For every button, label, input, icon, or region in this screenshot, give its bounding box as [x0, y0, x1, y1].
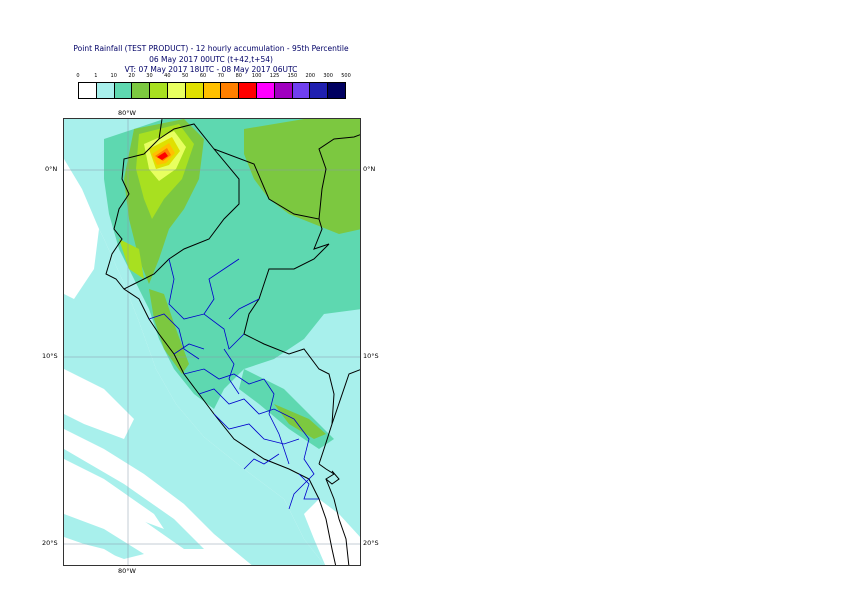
admin-border-11: [173, 343, 205, 355]
lat-label-right-0: 0°N: [363, 165, 376, 173]
rain-area-30mm-coast: [119, 239, 144, 279]
national-border-peru-brazil: [243, 243, 335, 465]
rain-area-20mm-andes-central: [149, 289, 189, 374]
legend-threshold-label: 0: [76, 73, 80, 79]
ocean-dry-zone-2: [64, 369, 134, 439]
legend-swatch: [150, 83, 168, 98]
admin-border-7: [263, 378, 290, 465]
admin-border-3: [183, 368, 265, 385]
ocean-dry-zone-3: [64, 459, 164, 529]
map-title-line-2: 06 May 2017 00UTC (t+42,t+54): [149, 55, 273, 64]
rain-area-20mm-andes-south: [274, 404, 326, 439]
national-border-ecuador-peru: [123, 123, 240, 290]
national-border-chile: [325, 478, 350, 565]
legend-threshold-label: 10: [110, 73, 117, 79]
legend-swatch: [328, 83, 345, 98]
legend-swatch: [167, 83, 186, 98]
legend-threshold-label: 70: [217, 73, 225, 79]
admin-border-13: [298, 473, 319, 500]
admin-boundaries: [148, 258, 319, 510]
national-border-brazil-bolivia: [331, 369, 360, 425]
legend-threshold-label: 40: [164, 73, 171, 79]
legend-swatch: [203, 83, 222, 98]
legend-threshold-label: 200: [305, 73, 316, 79]
legend-threshold-label: 80: [235, 73, 242, 79]
lat-label-left-20: 20°S: [42, 539, 58, 547]
admin-border-6: [223, 348, 240, 395]
legend-swatch: [221, 83, 240, 98]
legend-threshold-label: 125: [269, 73, 280, 79]
rain-area-1mm-offshore-streak-3: [64, 319, 89, 359]
legend-threshold-label: 20: [128, 73, 135, 79]
admin-border-9: [203, 258, 240, 315]
admin-border-8: [288, 418, 315, 510]
rainfall-map-svg: [64, 119, 360, 565]
rain-area-1mm-offshore-streak-2: [64, 514, 144, 559]
legend-swatch: [132, 83, 151, 98]
legend-swatch: [310, 83, 329, 98]
national-border-colombia-brazil: [318, 134, 360, 220]
color-legend: 0 1 10 20 30 40 50 60 70 80 100 125 150 200 300 500: [76, 73, 351, 103]
graticule: [64, 119, 360, 565]
legend-swatch: [292, 83, 311, 98]
legend-threshold-label: 30: [146, 73, 153, 79]
lat-label-left-10: 10°S: [42, 352, 58, 360]
legend-labels: 0 1 10 20 30 40 50 60 70 80 100 125 150 200 300 500: [76, 73, 350, 82]
rain-area-20mm-amazon: [244, 119, 360, 234]
admin-border-12: [243, 453, 280, 470]
legend-threshold-label: 100: [251, 73, 262, 79]
legend-threshold-label: 300: [323, 73, 333, 79]
legend-swatch: [114, 83, 133, 98]
map-title-line-1: Point Rainfall (TEST PRODUCT) - 12 hourl…: [73, 44, 349, 53]
rain-area-1mm-offshore-streak-1: [64, 449, 204, 549]
ocean-dry-zone-4: [64, 539, 131, 565]
legend-threshold-label: 50: [182, 73, 189, 79]
map-title-line-3: VT: 07 May 2017 18UTC - 08 May 2017 06UT…: [124, 65, 298, 74]
lat-label-right-20: 20°S: [363, 539, 379, 547]
lat-label-right-10: 10°S: [363, 352, 379, 360]
legend-swatch: [256, 83, 275, 98]
legend-threshold-label: 150: [287, 73, 298, 79]
admin-border-5: [213, 413, 300, 445]
lon-label-bottom: 80°W: [118, 567, 136, 575]
admin-border-10: [228, 298, 260, 320]
legend-swatch: [274, 83, 293, 98]
legend-threshold-label: 60: [199, 73, 207, 79]
admin-border-4: [198, 388, 295, 420]
legend-threshold-label: 1: [94, 73, 98, 79]
legend-threshold-label: 500: [341, 73, 351, 79]
legend-swatch: [239, 83, 257, 98]
national-border-colombia-peru: [213, 148, 330, 250]
admin-border-2: [148, 313, 200, 360]
legend-swatch: [79, 83, 97, 98]
legend-swatch: [96, 83, 115, 98]
ocean-dry-zone-1: [64, 159, 99, 299]
rain-area-80mm: [157, 152, 168, 160]
lon-label-top: 80°W: [118, 109, 136, 117]
legend-swatch: [185, 83, 204, 98]
admin-border-1: [168, 258, 245, 350]
land-dry-zone-south: [304, 499, 360, 565]
legend-color-bar: [78, 82, 346, 99]
rainfall-map[interactable]: [63, 118, 361, 566]
lat-label-left-0: 0°N: [45, 165, 58, 173]
